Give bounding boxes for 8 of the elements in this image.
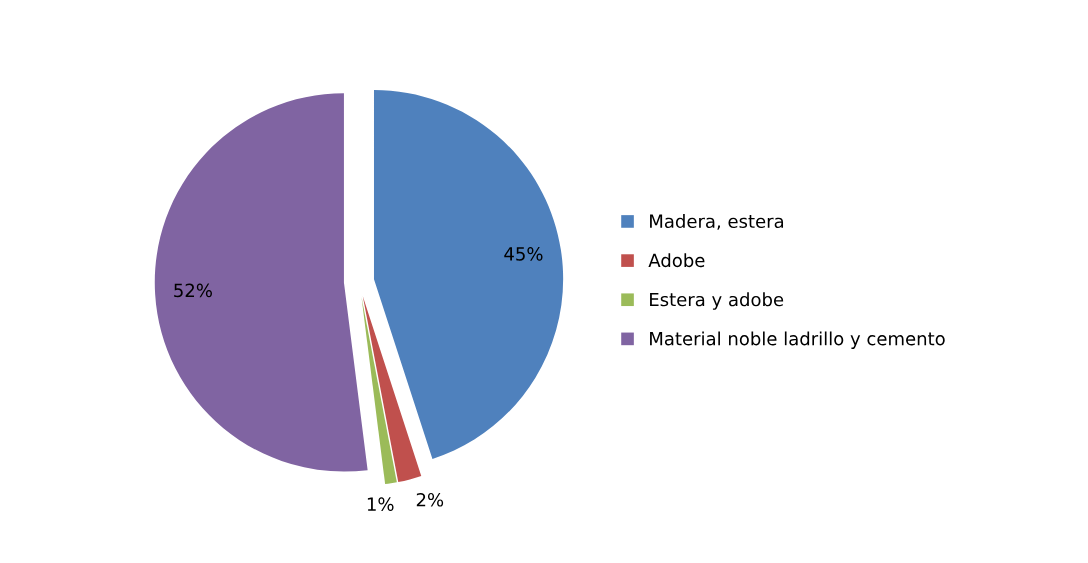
legend-label: Adobe (648, 253, 705, 268)
data-label: 52% (174, 283, 212, 298)
legend-label: Material noble ladrillo y cemento (650, 331, 945, 349)
data-label: 1% (367, 497, 394, 511)
legend-label: Madera, estera (650, 214, 784, 230)
data-label: 45% (504, 247, 543, 261)
data-label: 2% (416, 492, 444, 507)
legend-label: Estera y adobe (650, 292, 784, 310)
